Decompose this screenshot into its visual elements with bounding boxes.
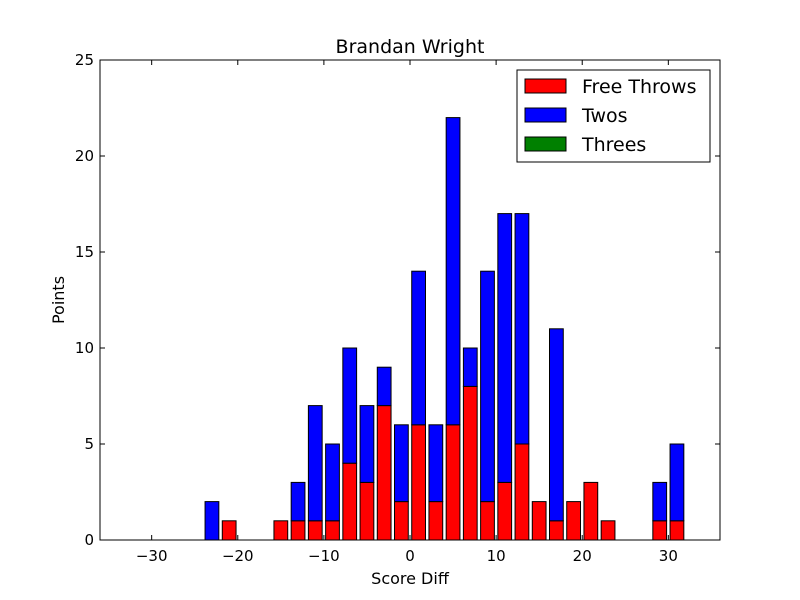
bar-twos-12 — [307, 405, 323, 522]
chart-title: Brandan Wright — [336, 36, 485, 58]
bar-twos-18 — [411, 270, 427, 426]
bar-free-throws-21 — [462, 385, 478, 541]
bar-twos-21 — [462, 347, 478, 387]
bar-twos-6 — [204, 501, 220, 541]
y-tick-label: 25 — [75, 51, 94, 69]
bar-free-throws-16 — [376, 405, 392, 541]
bar-free-throws-20 — [445, 424, 461, 541]
bar-twos-17 — [394, 424, 409, 503]
x-tick-label: −10 — [308, 547, 340, 565]
y-tick-label: 15 — [75, 243, 94, 261]
bar-free-throws-22 — [480, 501, 495, 541]
bar-twos-13 — [325, 443, 340, 522]
bar-free-throws-24 — [514, 443, 530, 541]
legend: Free Throws Twos Threes — [516, 69, 711, 163]
legend-label-twos: Twos — [581, 105, 628, 127]
x-tick-label: 30 — [659, 547, 678, 565]
bar-twos-33 — [669, 443, 685, 522]
legend-label-free-throws: Free Throws — [582, 76, 696, 98]
legend-label-threes: Threes — [581, 134, 646, 156]
x-tick-label: 20 — [573, 547, 592, 565]
x-axis-label: Score Diff — [371, 569, 450, 588]
bar-twos-20 — [445, 117, 461, 426]
x-tick-label: −20 — [222, 547, 254, 565]
bar-free-throws-17 — [394, 501, 409, 541]
bar-free-throws-27 — [566, 501, 582, 541]
bar-twos-11 — [290, 481, 306, 522]
bar-free-throws-11 — [290, 520, 306, 541]
bars-layer — [204, 117, 685, 541]
bar-twos-19 — [428, 424, 444, 503]
bar-free-throws-28 — [583, 481, 599, 541]
x-tick-label: −30 — [136, 547, 168, 565]
bar-free-throws-23 — [497, 481, 513, 541]
y-axis-label: Points — [49, 276, 68, 324]
x-tick-label: 0 — [405, 547, 415, 565]
bar-twos-26 — [549, 328, 564, 522]
bar-free-throws-32 — [652, 520, 668, 541]
bar-twos-15 — [359, 405, 375, 483]
bar-free-throws-13 — [325, 520, 340, 541]
bar-free-throws-14 — [342, 462, 358, 541]
x-tick-label: 10 — [487, 547, 506, 565]
bar-free-throws-15 — [359, 481, 375, 541]
bar-twos-14 — [342, 347, 358, 464]
bar-free-throws-19 — [428, 501, 444, 541]
bar-free-throws-26 — [549, 520, 564, 541]
bar-free-throws-7 — [221, 520, 237, 541]
bar-free-throws-12 — [307, 520, 323, 541]
legend-swatch-twos — [524, 107, 567, 123]
bar-twos-22 — [480, 270, 495, 503]
bar-twos-24 — [514, 213, 530, 445]
bar-twos-32 — [652, 481, 668, 522]
bar-twos-16 — [376, 366, 392, 407]
bar-free-throws-29 — [600, 520, 616, 541]
legend-swatch-threes — [524, 136, 567, 152]
y-tick-label: 20 — [75, 147, 94, 165]
y-tick-label: 10 — [75, 339, 94, 357]
bar-twos-23 — [497, 213, 513, 483]
y-tick-label: 5 — [84, 435, 94, 453]
y-tick-label: 0 — [84, 531, 94, 549]
bar-free-throws-18 — [411, 424, 427, 541]
legend-swatch-free-throws — [524, 78, 567, 94]
ticks-layer: −30 −20 −10 0 10 20 30 0 5 10 15 20 25 — [75, 51, 720, 565]
bar-free-throws-33 — [669, 520, 685, 541]
bar-free-throws-25 — [531, 501, 547, 541]
bar-free-throws-10 — [273, 520, 289, 541]
